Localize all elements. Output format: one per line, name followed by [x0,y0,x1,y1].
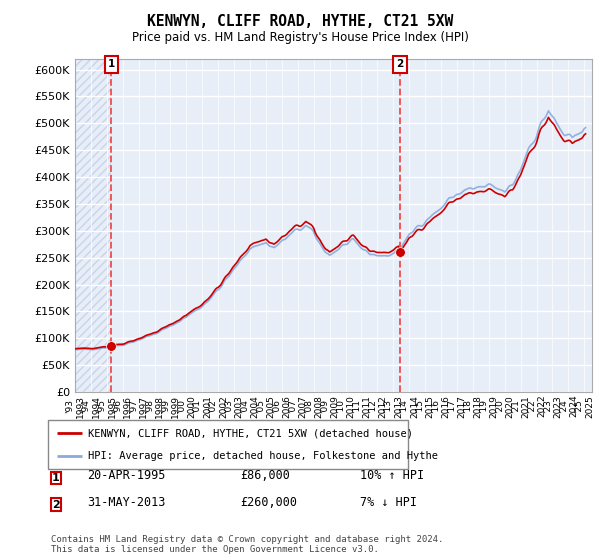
Text: KENWYN, CLIFF ROAD, HYTHE, CT21 5XW (detached house): KENWYN, CLIFF ROAD, HYTHE, CT21 5XW (det… [88,428,413,438]
FancyBboxPatch shape [51,498,61,511]
Text: 1: 1 [108,59,115,69]
FancyBboxPatch shape [48,420,408,469]
Text: 2: 2 [396,59,403,69]
Text: 1: 1 [52,473,60,483]
Text: 20-APR-1995: 20-APR-1995 [87,469,166,482]
FancyBboxPatch shape [51,472,61,484]
Text: Contains HM Land Registry data © Crown copyright and database right 2024.
This d: Contains HM Land Registry data © Crown c… [51,535,443,554]
Text: 10% ↑ HPI: 10% ↑ HPI [360,469,424,482]
Text: 7% ↓ HPI: 7% ↓ HPI [360,496,417,509]
Text: 2: 2 [52,500,60,510]
Text: £86,000: £86,000 [240,469,290,482]
Text: £260,000: £260,000 [240,496,297,509]
Text: HPI: Average price, detached house, Folkestone and Hythe: HPI: Average price, detached house, Folk… [88,451,437,461]
Text: 31-MAY-2013: 31-MAY-2013 [87,496,166,509]
Text: Price paid vs. HM Land Registry's House Price Index (HPI): Price paid vs. HM Land Registry's House … [131,31,469,44]
Text: KENWYN, CLIFF ROAD, HYTHE, CT21 5XW: KENWYN, CLIFF ROAD, HYTHE, CT21 5XW [147,14,453,29]
